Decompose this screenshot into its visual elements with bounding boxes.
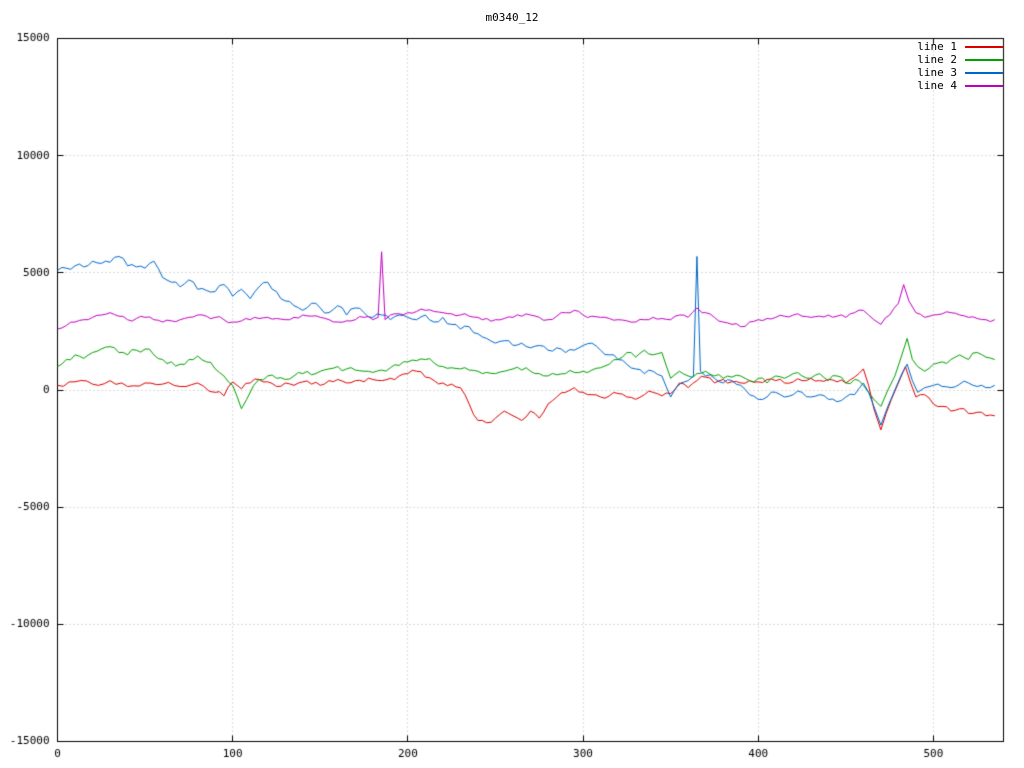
legend-label-line1: line 1: [917, 40, 957, 53]
legend-item: line 1: [917, 40, 1003, 53]
legend-swatch-line2: [965, 58, 1003, 61]
legend-item: line 2: [917, 53, 1003, 66]
chart-title: m0340_12: [485, 11, 539, 24]
legend-item: line 3: [917, 66, 1003, 79]
legend-label-line2: line 2: [917, 53, 957, 66]
legend-item: line 4: [917, 79, 1003, 92]
legend-swatch-line1: [965, 45, 1003, 48]
legend-label-line4: line 4: [917, 79, 957, 92]
legend-label-line3: line 3: [917, 66, 957, 79]
legend: line 1 line 2 line 3 line 4: [917, 40, 1003, 92]
legend-swatch-line3: [965, 71, 1003, 74]
legend-swatch-line4: [965, 84, 1003, 87]
